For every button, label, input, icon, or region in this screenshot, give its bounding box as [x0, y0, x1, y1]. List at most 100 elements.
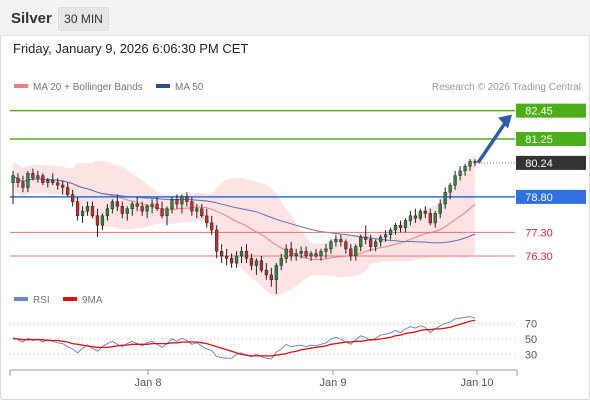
candle-body [70, 194, 75, 202]
candle [289, 241, 293, 261]
candle [155, 196, 159, 212]
candle [264, 263, 268, 280]
candle [433, 211, 437, 228]
candle-body [16, 177, 20, 183]
candle-body [269, 274, 273, 280]
candle-body [423, 210, 427, 214]
candle [160, 201, 164, 219]
candle [299, 246, 303, 259]
rsi-line [12, 315, 476, 360]
resistance-2-label: 82.45 [525, 106, 553, 118]
candle [239, 246, 244, 264]
candle [125, 206, 129, 221]
candle-body [274, 265, 278, 280]
candle [150, 199, 154, 214]
candle-body [150, 203, 154, 207]
candle-body [443, 191, 447, 205]
candle-body [344, 241, 348, 250]
credit-label: Research © 2026 Trading Central [432, 82, 581, 93]
candle [220, 244, 224, 264]
header-bar: Silver 30 MIN [0, 0, 590, 36]
timeframe-button[interactable]: 30 MIN [58, 7, 109, 31]
candle-body [428, 213, 432, 224]
candle [413, 208, 418, 223]
candle-body [259, 260, 264, 271]
candle-body [165, 208, 169, 217]
candle [369, 234, 373, 252]
candle [26, 170, 30, 193]
candle [329, 239, 333, 254]
candle [31, 168, 35, 181]
candle [354, 244, 358, 261]
candle-body [433, 213, 437, 224]
candle-body [210, 222, 214, 231]
candle [16, 173, 20, 188]
candle-body [51, 180, 55, 183]
candle [398, 220, 403, 233]
candle [349, 244, 353, 261]
candle [95, 208, 100, 238]
candle-body [155, 203, 159, 209]
candle-body [95, 215, 100, 226]
bollinger-band [13, 154, 475, 296]
candle-body [458, 170, 462, 176]
candle-body [244, 251, 249, 259]
candle [428, 208, 432, 226]
candle [249, 253, 254, 271]
ma50-legend-swatch [156, 84, 170, 88]
candle [269, 267, 273, 287]
pivot-label: 78.80 [525, 192, 553, 204]
candle [448, 182, 452, 200]
candle [135, 196, 139, 212]
candle-body [160, 208, 164, 217]
candle [309, 251, 313, 261]
candle-body [56, 182, 60, 186]
candle [408, 211, 413, 226]
candle-body [130, 203, 134, 209]
candle [453, 170, 457, 190]
resistance-1-badge [516, 132, 586, 146]
candle-body [85, 206, 90, 212]
candle-body [364, 236, 368, 240]
candle-body [140, 206, 144, 212]
candle [70, 189, 75, 207]
candle-body [229, 258, 234, 264]
candle [56, 178, 60, 190]
candle [61, 180, 65, 195]
candle-body [294, 253, 298, 257]
candle [443, 187, 447, 209]
candle [51, 173, 55, 186]
candle-body [359, 236, 363, 247]
candle-body [309, 253, 313, 257]
candle-body [105, 208, 110, 217]
candle [100, 213, 105, 230]
candle-body [224, 255, 229, 259]
candle-body [215, 229, 219, 252]
candle [284, 244, 288, 264]
candle-body [279, 258, 283, 266]
ma50-line [12, 175, 476, 244]
candle-body [329, 241, 333, 250]
candle [195, 204, 199, 219]
candle [11, 170, 15, 204]
candle [75, 196, 80, 221]
candle-body [66, 187, 70, 195]
candle-body [175, 199, 179, 205]
candle-body [170, 199, 174, 209]
candle-body [26, 173, 30, 188]
candle-body [90, 206, 95, 217]
candle [458, 166, 462, 181]
candle [304, 246, 308, 259]
candle-body [145, 206, 149, 212]
candle [324, 244, 328, 259]
candle [463, 163, 467, 176]
forecast-arrow-shaft [476, 120, 508, 164]
candle [215, 225, 219, 259]
candle [190, 196, 194, 216]
candle-body [125, 208, 129, 214]
candle-body [378, 236, 383, 243]
rsi-legend-label: RSI [33, 295, 50, 306]
candle-body [393, 225, 398, 231]
candle-body [195, 208, 199, 212]
candle [403, 218, 408, 233]
